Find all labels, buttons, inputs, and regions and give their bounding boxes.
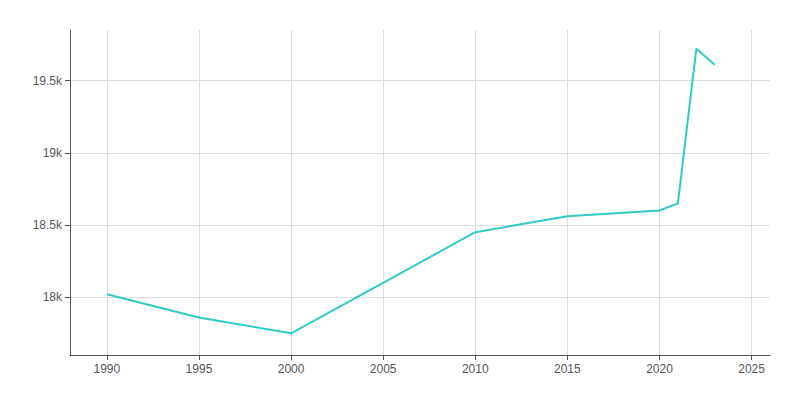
svg-text:1995: 1995 <box>186 362 213 376</box>
svg-text:18.5k: 18.5k <box>33 218 63 232</box>
svg-text:2000: 2000 <box>278 362 305 376</box>
svg-text:2005: 2005 <box>370 362 397 376</box>
svg-text:1990: 1990 <box>93 362 120 376</box>
svg-text:2025: 2025 <box>738 362 765 376</box>
svg-text:2020: 2020 <box>646 362 673 376</box>
svg-text:2015: 2015 <box>554 362 581 376</box>
svg-text:18k: 18k <box>43 290 63 304</box>
svg-text:2010: 2010 <box>462 362 489 376</box>
svg-text:19.5k: 19.5k <box>33 74 63 88</box>
svg-text:19k: 19k <box>43 146 63 160</box>
